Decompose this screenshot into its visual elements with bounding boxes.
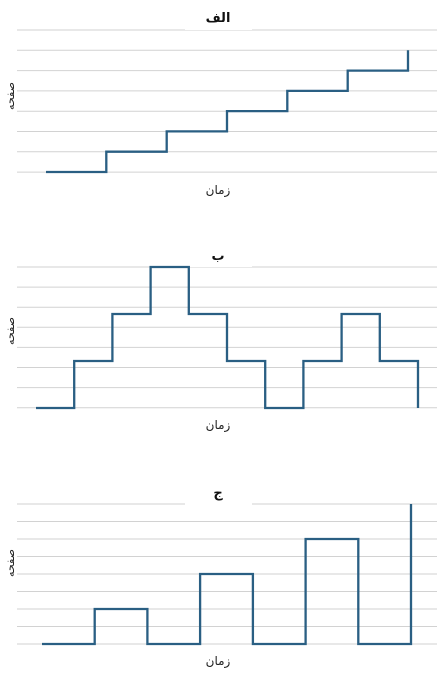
chart-title: ج bbox=[213, 486, 223, 501]
step-series-line bbox=[42, 504, 413, 646]
chart-title: ب bbox=[211, 249, 224, 264]
chart-be: ب زمان صفحه bbox=[4, 243, 437, 433]
step-series-line bbox=[36, 265, 420, 410]
x-axis-label: زمان bbox=[206, 183, 231, 198]
y-axis-label: صفحه bbox=[4, 82, 17, 110]
gridlines bbox=[17, 29, 437, 173]
chart-jim: ج زمان صفحه bbox=[4, 481, 437, 669]
x-axis-label: زمان bbox=[206, 654, 231, 669]
x-axis-label: زمان bbox=[206, 418, 231, 433]
step-series-line bbox=[46, 50, 410, 174]
y-axis-label: صفحه bbox=[4, 317, 17, 345]
chart-panel-jim: ج زمان صفحه bbox=[0, 475, 437, 673]
gridlines bbox=[17, 503, 437, 645]
y-axis-label: صفحه bbox=[4, 549, 17, 577]
chart-alef: الف زمان صفحه bbox=[4, 6, 437, 198]
chart-panel-be: ب زمان صفحه bbox=[0, 235, 437, 440]
chart-panel-alef: الف زمان صفحه bbox=[0, 0, 437, 200]
chart-title: الف bbox=[206, 11, 231, 26]
